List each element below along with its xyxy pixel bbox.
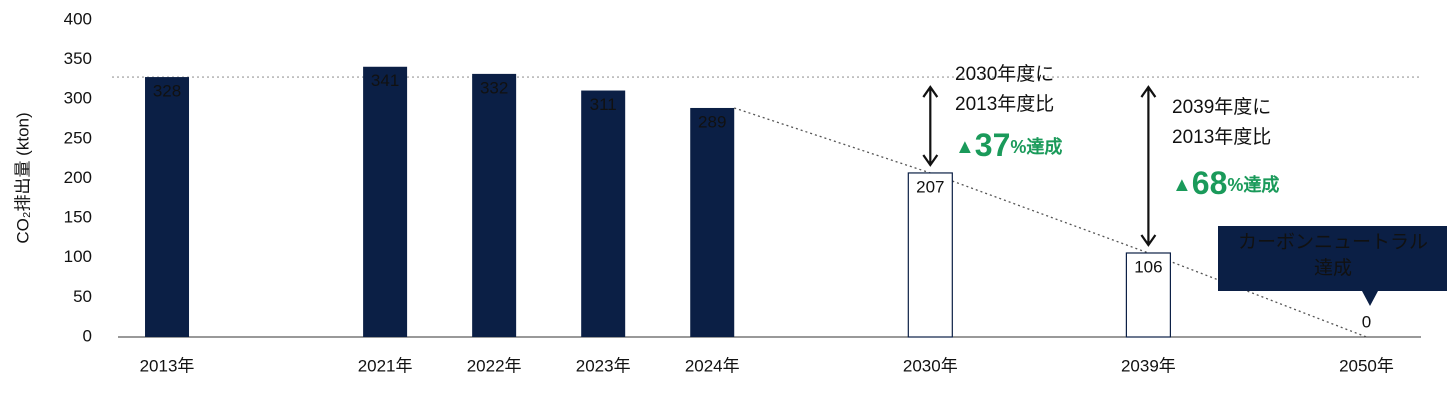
value-label: 332 xyxy=(480,78,508,97)
annotation-suffix: %達成 xyxy=(1227,174,1279,195)
bar xyxy=(363,66,408,337)
bar xyxy=(581,90,626,337)
y-tick-label: 100 xyxy=(64,247,92,266)
bar xyxy=(690,107,735,337)
value-label: 207 xyxy=(916,177,944,196)
annotation-highlight: ▲68%達成 xyxy=(1172,165,1279,201)
reduction-arrow xyxy=(922,85,939,167)
y-axis-label: CO₂排出量 (kton) xyxy=(13,112,32,243)
y-tick-label: 350 xyxy=(64,49,92,68)
annotation-text: 2013年度比 xyxy=(1172,126,1271,148)
annotation-highlight: ▲37%達成 xyxy=(955,127,1062,163)
callout-text: 達成 xyxy=(1314,257,1352,279)
callout-text: カーボンニュートラル xyxy=(1238,231,1428,253)
callout-box xyxy=(1218,226,1447,306)
x-tick-label: 2013年 xyxy=(140,356,195,375)
y-tick-label: 150 xyxy=(64,208,92,227)
bar xyxy=(1125,252,1171,338)
value-label: 328 xyxy=(153,82,181,101)
y-tick-label: 50 xyxy=(73,287,92,306)
x-tick-label: 2050年 xyxy=(1339,356,1394,375)
y-tick-label: 200 xyxy=(64,168,92,187)
annotation-mark: ▲ xyxy=(955,136,975,158)
annotation-suffix: %達成 xyxy=(1010,136,1062,157)
x-tick-label: 2030年 xyxy=(903,356,958,375)
bar xyxy=(472,73,517,337)
x-tick-label: 2022年 xyxy=(467,356,522,375)
y-tick-label: 300 xyxy=(64,89,92,108)
value-label: 341 xyxy=(371,71,399,90)
x-tick-label: 2024年 xyxy=(685,356,740,375)
value-label: 289 xyxy=(698,112,726,131)
value-label: 0 xyxy=(1362,312,1371,331)
annotation-mark: ▲ xyxy=(1172,174,1192,196)
reduction-arrow xyxy=(1140,85,1157,247)
y-tick-label: 0 xyxy=(83,326,92,345)
bar xyxy=(145,77,190,337)
annotation-text: 2030年度に xyxy=(955,63,1054,85)
x-tick-label: 2023年 xyxy=(576,356,631,375)
x-tick-label: 2039年 xyxy=(1121,356,1176,375)
y-tick-label: 250 xyxy=(64,128,92,147)
value-label: 311 xyxy=(590,95,617,114)
annotation-text: 2039年度に xyxy=(1172,96,1271,118)
trend-line xyxy=(734,107,1367,338)
annotation-text: 2013年度比 xyxy=(955,93,1054,115)
bar xyxy=(907,172,953,338)
annotation-number: 37 xyxy=(975,127,1011,163)
value-label: 106 xyxy=(1134,257,1162,276)
y-tick-label: 400 xyxy=(64,9,92,28)
x-tick-label: 2021年 xyxy=(358,356,413,375)
annotation-number: 68 xyxy=(1192,165,1228,201)
